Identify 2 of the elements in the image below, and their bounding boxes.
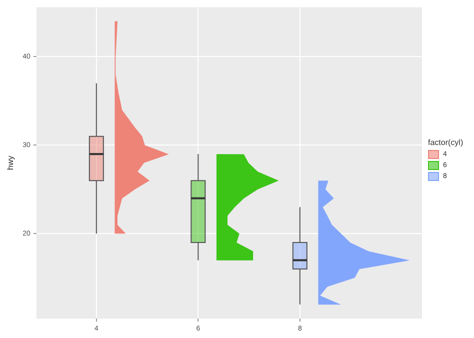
legend-title: factor(cyl)	[428, 138, 464, 147]
y-axis-title: hwy	[6, 156, 16, 170]
